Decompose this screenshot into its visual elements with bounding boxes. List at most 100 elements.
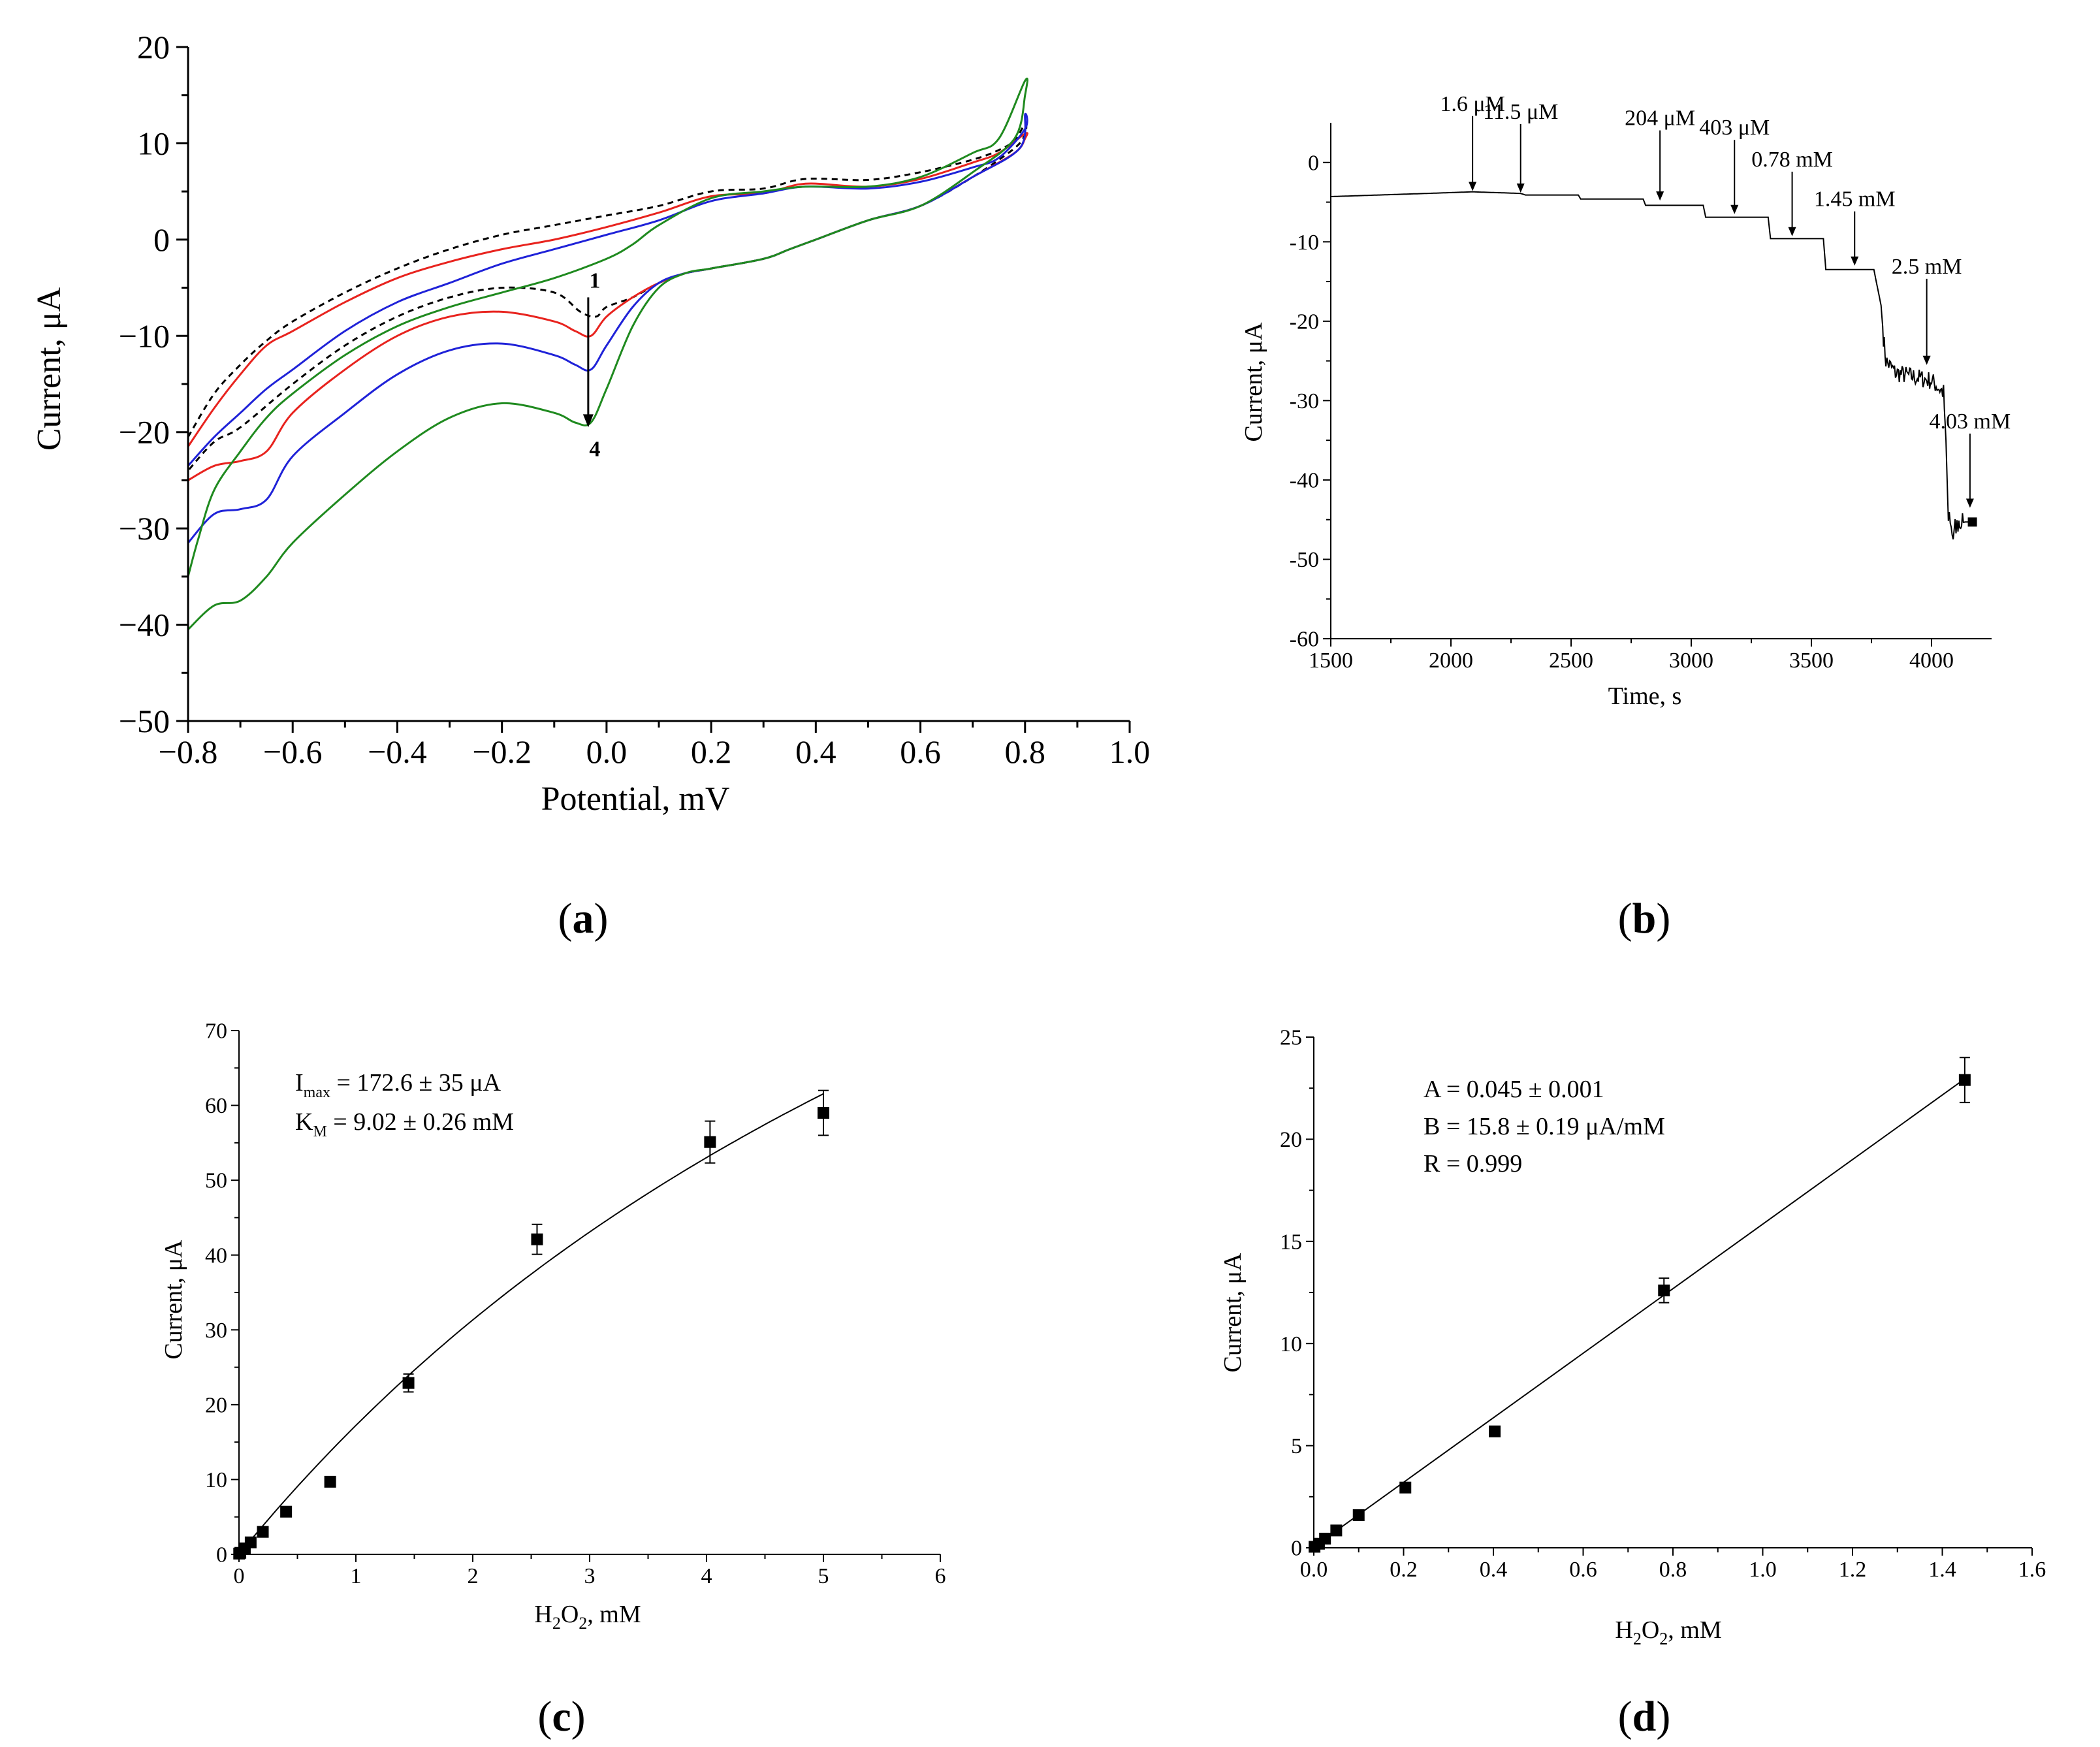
panel-c-plot-area <box>233 1089 829 1560</box>
panel-c-x-tick-label: 3 <box>584 1564 596 1588</box>
panel-d-x-tick-label: 1.0 <box>1749 1558 1777 1582</box>
panel-a-series-1 <box>187 123 1028 472</box>
panel-b-concentration-label: 1.6 μM <box>1440 92 1504 116</box>
panel-c-fit-curve <box>238 1093 824 1555</box>
panel-c-data-point <box>244 1536 257 1548</box>
panel-b-arrow-head <box>1851 256 1859 266</box>
panel-c-x-tick-label: 5 <box>818 1564 829 1588</box>
panel-a-series-3 <box>187 112 1028 544</box>
panel-a-x-tick-label: 0.0 <box>586 733 628 770</box>
panel-b-concentration-label: 1.45 mM <box>1814 187 1896 212</box>
panel-c-y-tick-label: 20 <box>205 1393 227 1417</box>
panel-d-data-point <box>1399 1481 1412 1494</box>
panel-c-y-tick-label: 10 <box>205 1468 227 1492</box>
panel-a-y-tick-label: 0 <box>153 221 170 258</box>
panel-b-x-tick-label: 3000 <box>1669 649 1713 673</box>
panel-b-y-tick-label: -20 <box>1290 310 1319 334</box>
panel-b-x-tick-label: 3500 <box>1789 649 1834 673</box>
panel-a-x-tick-label: 0.6 <box>900 733 941 770</box>
panel-a-y-tick-label: −10 <box>119 317 170 354</box>
panel-b-arrow-head <box>1922 355 1931 365</box>
panel-b-y-tick-label: -10 <box>1290 231 1319 255</box>
panel-a-x-tick-label: −0.2 <box>472 733 532 770</box>
panel-d-data-point <box>1352 1509 1365 1521</box>
panel-a-y-tick-label: −20 <box>119 414 170 451</box>
panel-a-label: (a) <box>558 895 609 942</box>
panel-b-arrow-head <box>1730 204 1739 214</box>
panel-d-b-annotation: B = 15.8 ± 0.19 μA/mM <box>1424 1113 1665 1140</box>
panel-c-km-annotation: KM = 9.02 ± 0.26 mM <box>295 1108 514 1140</box>
panel-d-x-tick-label: 1.4 <box>1928 1558 1956 1582</box>
panel-b-y-tick-label: -30 <box>1290 389 1319 413</box>
panel-c-x-axis-label: H2O2, mM <box>534 1601 641 1633</box>
panel-c-y-axis-label: Current, μA <box>160 1240 187 1359</box>
panel-b-concentration-label: 11.5 μM <box>1483 100 1558 124</box>
panel-c-y-tick-label: 0 <box>216 1543 227 1567</box>
panel-a-series-4 <box>187 77 1028 631</box>
panel-a-x-tick-label: −0.4 <box>368 733 427 770</box>
panel-d-y-tick-label: 5 <box>1291 1434 1302 1458</box>
panel-c-x-tick-label: 6 <box>935 1564 946 1588</box>
panel-a-y-tick-label: −50 <box>119 703 170 739</box>
panel-a-curve-number: 1 <box>589 269 600 293</box>
panel-a-plot-area: 14 <box>187 77 1028 631</box>
panel-c-label: (c) <box>537 1693 585 1740</box>
panel-b-x-tick-label: 2500 <box>1549 649 1593 673</box>
panel-a-x-axis-label: Potential, mV <box>541 780 730 818</box>
panel-a-y-axis-label: Current, μA <box>31 287 68 451</box>
panel-b-y-tick-label: -50 <box>1290 548 1319 572</box>
panel-c-data-point <box>818 1107 829 1119</box>
panel-d-data-point <box>1958 1074 1971 1086</box>
panel-c-y-tick-label: 50 <box>205 1169 227 1193</box>
panel-c-data-point <box>257 1526 269 1538</box>
panel-b-x-axis-label: Time, s <box>1608 682 1682 710</box>
panel-a-x-tick-label: −0.6 <box>263 733 323 770</box>
panel-a-curve-number: 4 <box>589 438 600 462</box>
panel-b-axes: 1500 2000 2500 3000 3500 4000 -60 -50 -40 -30 -20 -… <box>1290 123 1992 673</box>
panel-b-label: (b) <box>1618 895 1671 942</box>
panel-d-x-tick-label: 0.0 <box>1300 1558 1328 1582</box>
panel-a-chart: 14 −0.8 −0.6 −0.4 −0.2 0.0 0.2 0.4 0.6 0.8 1.0−50… <box>31 29 1150 818</box>
panel-c-x-tick-label: 4 <box>701 1564 712 1588</box>
panel-d-y-axis-label: Current, μA <box>1219 1253 1247 1372</box>
panel-b-y-axis-label: Current, μA <box>1240 322 1267 441</box>
panel-a-axes: −0.8 −0.6 −0.4 −0.2 0.0 0.2 0.4 0.6 0.8 1.0 −50 −40… <box>119 29 1150 770</box>
panel-c-data-point <box>704 1136 716 1148</box>
panel-a-y-tick-label: −30 <box>119 510 170 547</box>
panel-c-y-tick-label: 30 <box>205 1319 227 1343</box>
panel-d-data-point <box>1658 1284 1670 1296</box>
panel-b-concentration-label: 0.78 mM <box>1751 148 1833 172</box>
panel-d-y-tick-label: 25 <box>1280 1026 1302 1050</box>
panel-b-arrow-head <box>1469 182 1477 191</box>
panel-b-x-tick-label: 4000 <box>1909 649 1954 673</box>
panel-d-data-point <box>1489 1425 1501 1437</box>
panel-d-x-tick-label: 0.6 <box>1569 1558 1597 1582</box>
panel-b-trace <box>1331 191 1973 540</box>
panel-c-x-tick-label: 2 <box>468 1564 479 1588</box>
panel-b-arrow-head <box>1516 183 1525 193</box>
panel-c-y-tick-label: 70 <box>205 1019 227 1044</box>
panel-b-arrow-head <box>1656 191 1664 201</box>
panel-b-y-tick-label: -40 <box>1290 468 1319 492</box>
panel-d-a-annotation: A = 0.045 ± 0.001 <box>1424 1076 1604 1103</box>
panel-a-y-tick-label: 10 <box>137 125 170 161</box>
panel-c-data-point <box>402 1377 415 1389</box>
panel-d-x-tick-label: 0.4 <box>1480 1558 1508 1582</box>
panel-d-y-tick-label: 15 <box>1280 1230 1302 1254</box>
panel-b-y-tick-label: 0 <box>1308 151 1319 175</box>
panel-b-x-tick-label: 2000 <box>1429 649 1473 673</box>
panel-a-x-tick-label: 1.0 <box>1109 733 1151 770</box>
panel-b-arrow-head <box>1788 227 1796 236</box>
panel-b-arrow-head <box>1965 498 1974 508</box>
panel-d-y-tick-label: 0 <box>1291 1537 1302 1561</box>
panel-c-data-point <box>531 1233 543 1245</box>
panel-b-end-marker <box>1967 517 1977 527</box>
panel-d-label: (d) <box>1618 1693 1671 1740</box>
panel-d-x-tick-label: 1.2 <box>1839 1558 1867 1582</box>
panel-c-imax-annotation: Imax = 172.6 ± 35 μA <box>295 1069 501 1101</box>
panel-a-x-tick-label: 0.2 <box>691 733 732 770</box>
panel-a-x-tick-label: 0.4 <box>795 733 836 770</box>
